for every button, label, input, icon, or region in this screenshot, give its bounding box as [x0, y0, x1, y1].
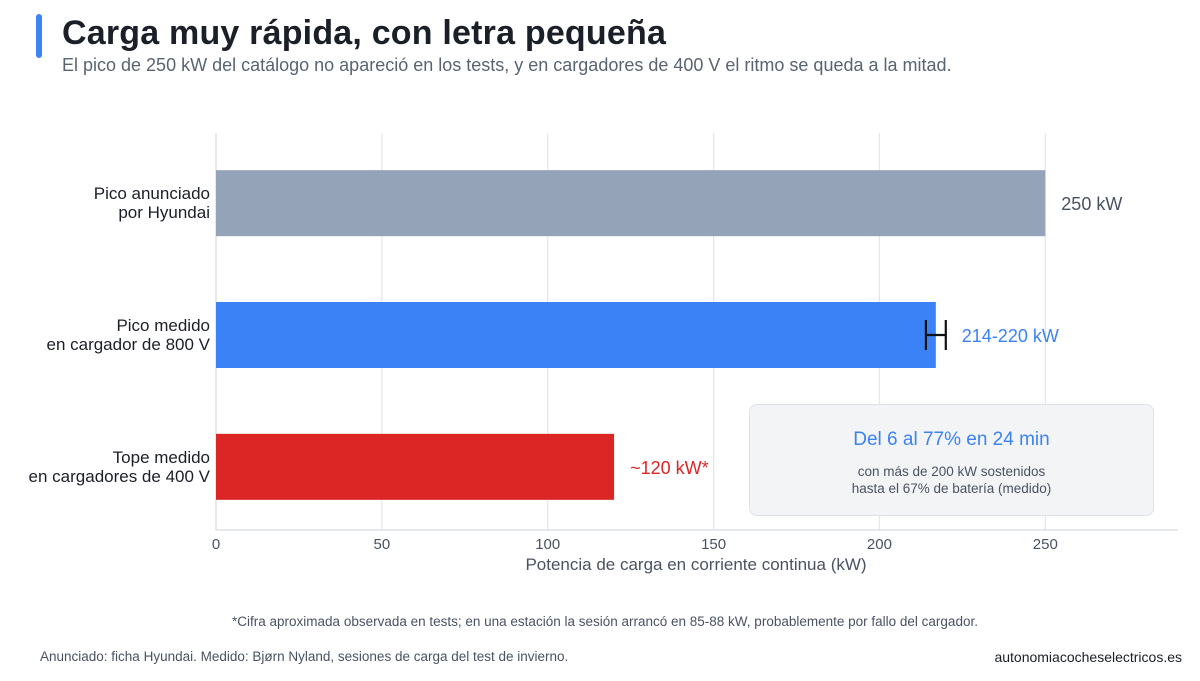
category-label: Pico medido en cargador de 800 V — [46, 316, 210, 354]
category-label: Tope medido en cargadores de 400 V — [29, 448, 211, 486]
x-tick-label: 100 — [535, 536, 560, 553]
bar-chart: 0 50 100 150 200 250 Potencia de carga en corr… — [29, 133, 1178, 574]
x-tick-label: 50 — [374, 536, 391, 553]
data-label: 214-220 kW — [962, 326, 1059, 346]
category-label: Pico anunciado por Hyundai — [94, 184, 210, 222]
bar — [216, 433, 615, 500]
bar — [216, 170, 1046, 237]
x-tick-label: 0 — [212, 536, 220, 553]
data-label: 250 kW — [1061, 194, 1122, 214]
chart-title: Carga muy rápida, con letra pequeña — [62, 14, 667, 52]
x-axis-title: Potencia de carga en corriente continua … — [525, 555, 866, 574]
callout-line-2: hasta el 67% de batería (medido) — [851, 481, 1052, 496]
callout-body: con más de 200 kW sostenidos hasta el 67… — [750, 463, 1153, 497]
chart-subtitle: El pico de 250 kW del catálogo no aparec… — [62, 55, 952, 75]
x-tick-label: 200 — [867, 536, 892, 553]
x-tick-label: 150 — [701, 536, 726, 553]
callout-line-1: con más de 200 kW sostenidos — [857, 464, 1046, 479]
brand-link[interactable]: autonomiacocheselectricos.es — [994, 649, 1182, 665]
callout-headline: Del 6 al 77% en 24 min — [853, 429, 1050, 450]
callout-box: Del 6 al 77% en 24 min con más de 200 kW… — [749, 404, 1154, 516]
bar — [216, 302, 936, 368]
x-tick-label: 250 — [1033, 536, 1058, 553]
source-note: Anunciado: ficha Hyundai. Medido: Bjørn … — [40, 649, 569, 664]
title-accent-bar — [36, 14, 42, 58]
footnote: *Cifra aproximada observada en tests; en… — [232, 614, 978, 629]
data-label: ~120 kW* — [630, 458, 709, 478]
